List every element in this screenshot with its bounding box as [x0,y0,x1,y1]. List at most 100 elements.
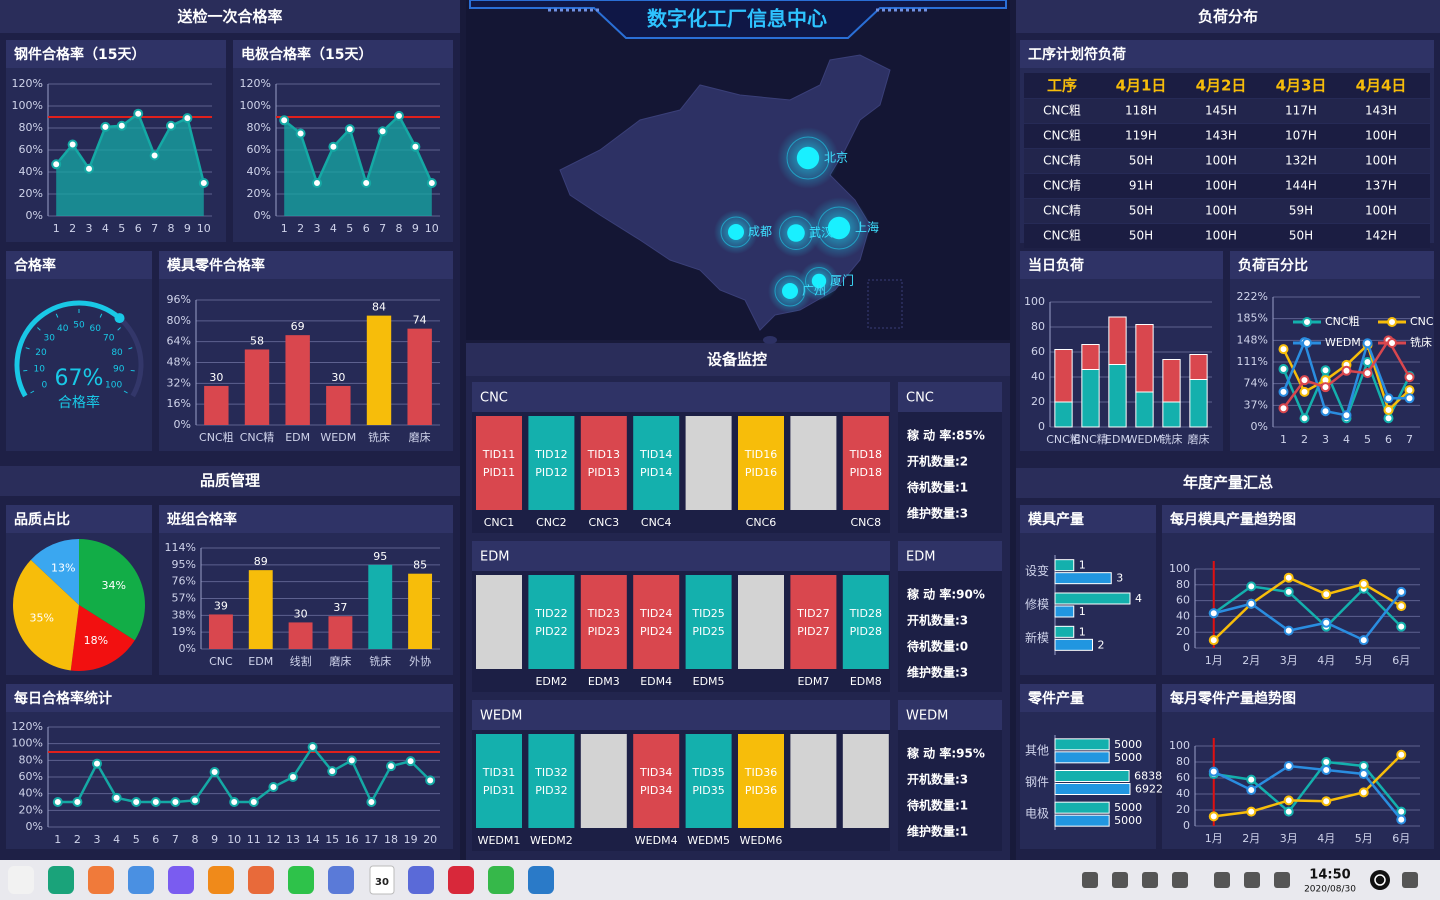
line [1213,591,1403,642]
city-dot [811,273,827,289]
y-tick-label: 0 [1183,819,1190,832]
app-icon[interactable] [408,866,434,894]
power-button[interactable] [1370,870,1390,890]
tile-label: EDM3 [588,675,620,688]
machine-tile [842,734,889,828]
y-tick-label: 222% [1237,290,1268,303]
tile-label: WEDM5 [687,834,730,847]
stats-header [898,700,1002,730]
x-tick-label: 2月 [1242,832,1260,845]
panel: 每月零件产量趋势图 0 20 40 60 80 100 1月 2月 3月 4月 5月 6月 [1162,684,1434,849]
data-label: 1 [1079,625,1086,638]
app-icon[interactable] [488,866,514,894]
app-icon[interactable] [528,866,554,894]
tray-icon[interactable] [1244,872,1260,888]
x-tick-label: 3 [314,222,321,235]
point [198,178,209,188]
clock-date: 2020/08/30 [1304,885,1356,895]
pie-slice [79,539,146,641]
y-tick-label: 80% [19,753,43,766]
gauge-tick-label: 30 [44,334,56,344]
taskbar [0,860,1440,900]
app-icon[interactable] [448,866,474,894]
app-icon[interactable] [168,866,194,894]
city-dot [787,224,805,242]
area [284,115,432,216]
tile-pid: PID11 [483,466,515,479]
y-tick-label: 114% [165,541,196,554]
app-icon[interactable] [208,866,234,894]
point [346,755,357,766]
tray-icon[interactable] [1274,872,1290,888]
tray-icon[interactable] [1214,872,1230,888]
x-tick-label: 铣床 [368,430,390,444]
tile-label: CNC6 [746,516,777,529]
point [1404,393,1415,404]
app-icon[interactable] [128,866,154,894]
calendar-icon[interactable] [369,865,395,895]
point [100,121,111,132]
y-tick-label: 0% [179,642,196,655]
tile-pid: PID36 [745,784,777,797]
tray-icon[interactable] [1172,872,1188,888]
table-cell: 91H [1129,179,1153,193]
gauge-tick [37,327,41,331]
tile-label: CNC8 [851,516,882,529]
tray-icon[interactable] [1112,872,1128,888]
bar-segment [1081,344,1100,370]
app-icon[interactable] [48,866,74,894]
section-title: 年度产量汇总 [1183,474,1273,492]
point [229,797,240,807]
app-icon[interactable] [8,866,34,894]
point [166,120,176,131]
x-tick-label: 6 [1385,433,1392,446]
app-icon[interactable] [328,866,354,894]
table-cell: 142H [1365,229,1397,243]
city-label: 广州 [802,284,826,298]
y-tick-label: 76% [172,575,196,588]
point [1320,382,1331,393]
app-icon[interactable] [88,866,114,894]
tray-icon[interactable] [1082,872,1098,888]
app-icon[interactable] [288,866,314,894]
tray-icon[interactable] [1142,872,1158,888]
tray-icon[interactable] [1402,872,1418,888]
tile-tid: TID18 [849,448,882,461]
x-tick-label: 1 [54,833,61,846]
y-tick-label: 60 [1176,594,1190,607]
point [248,797,259,807]
x-tick-label: 1月 [1205,654,1223,667]
pie-slice [70,605,135,671]
y-tick-label: 40% [19,787,43,800]
x-tick-label: 5月 [1355,654,1373,667]
city-dot [827,216,851,240]
machine-tile [842,416,889,510]
tile-label: WEDM6 [740,834,783,847]
point [1283,806,1294,817]
panel-bg [1230,251,1434,451]
table-header-row [1024,73,1430,98]
line [1213,585,1403,629]
app-icon[interactable] [248,866,274,894]
power-icon [1374,874,1386,886]
gauge-tick [128,347,133,350]
point [377,126,388,137]
panel-title: 模具零件合格率 [167,257,265,274]
point [1208,766,1219,777]
y-tick-label: 95% [172,558,196,571]
map-inset [867,279,903,329]
table-header: 工序 [1047,77,1077,95]
y-tick-label: 100 [1169,739,1190,752]
x-tick-label: 19 [404,833,418,846]
city-label: 成都 [748,225,772,239]
x-tick-label: CNC粗 [1046,433,1081,446]
point [366,797,377,807]
panel-title: 电极合格率（15天） [241,46,372,63]
x-tick-label: 6 [135,222,142,235]
point [84,163,94,174]
table-cell: CNC精 [1043,179,1081,193]
table-row [1024,174,1430,198]
y-tick-label: 修模 [1025,597,1049,612]
point [1396,586,1407,597]
